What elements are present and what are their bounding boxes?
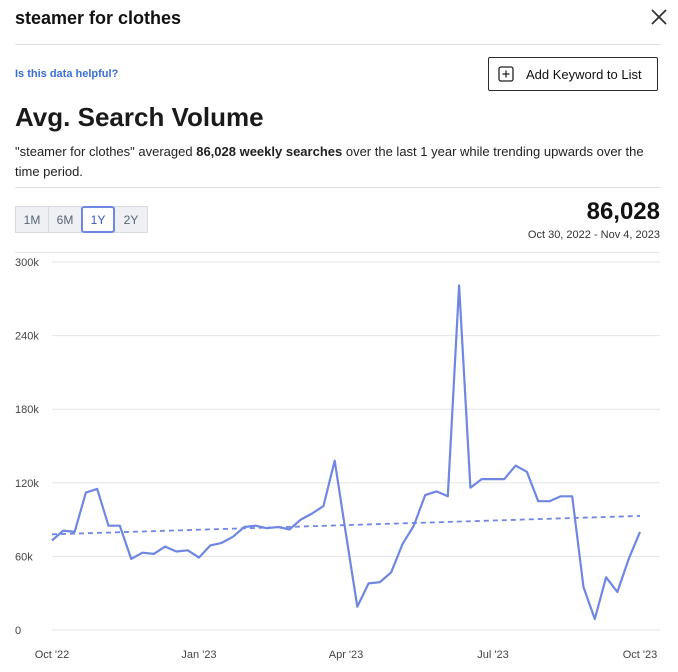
range-1m-button[interactable]: 1M: [15, 206, 49, 233]
chart-top-divider: [15, 252, 660, 253]
plus-square-icon: [498, 66, 514, 82]
description-part2: over the last 1 year while trending upwa…: [15, 144, 644, 179]
section-title: Avg. Search Volume: [15, 102, 264, 132]
description-bold: 86,028 weekly searches: [196, 144, 343, 159]
modal-header: steamer for clothes: [15, 0, 670, 44]
description-part1: "steamer for clothes" averaged: [15, 144, 197, 159]
range-2y-button[interactable]: 2Y: [114, 206, 148, 233]
add-keyword-label: Add Keyword to List: [526, 66, 642, 82]
series-line: [51, 284, 642, 621]
x-tick-label: Jan '23: [181, 649, 216, 661]
y-tick-label: 120k: [15, 478, 39, 490]
range-1y-button[interactable]: 1Y: [81, 206, 115, 233]
close-icon[interactable]: [648, 6, 670, 28]
y-tick-label: 60k: [15, 551, 33, 563]
y-tick-label: 0: [15, 625, 21, 637]
x-tick-label: Oct '22: [35, 649, 70, 661]
average-volume-value: 86,028: [586, 198, 660, 225]
y-tick-label: 180k: [15, 404, 39, 416]
y-tick-label: 240k: [15, 331, 39, 343]
x-tick-label: Jul '23: [477, 649, 508, 661]
time-range-selector: 1M 6M 1Y 2Y: [15, 206, 148, 233]
trend-line: [51, 515, 641, 536]
data-helpful-link[interactable]: Is this data helpful?: [15, 68, 119, 80]
x-tick-label: Oct '23: [623, 649, 658, 661]
header-divider: [15, 44, 660, 45]
y-tick-label: 300k: [15, 257, 39, 269]
range-6m-button[interactable]: 6M: [48, 206, 82, 233]
volume-description: "steamer for clothes" averaged 86,028 we…: [15, 142, 656, 182]
add-keyword-to-list-button[interactable]: Add Keyword to List: [488, 57, 658, 91]
search-volume-chart: 0 60k 120k 180k 240k 300k Oct '22 Jan '23 Apr '2…: [15, 257, 660, 661]
date-range-label: Oct 30, 2022 - Nov 4, 2023: [527, 229, 660, 241]
x-tick-label: Apr '23: [329, 649, 364, 661]
description-divider: [15, 187, 660, 188]
keyword-title: steamer for clothes: [15, 8, 182, 28]
